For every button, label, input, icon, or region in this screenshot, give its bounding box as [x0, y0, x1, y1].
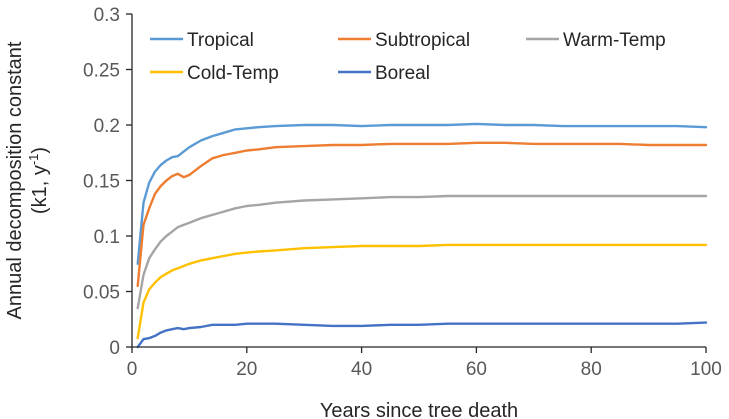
y-axis-title-line2: (k1, y-1) [26, 147, 51, 214]
y-axis-title-suffix: ) [29, 147, 51, 154]
y-tick-label-0-15: 0.15 [83, 172, 120, 193]
legend: Tropical Subtropical Warm-Temp Cold-Temp Bor… [150, 30, 666, 84]
series-line-tropical [136, 122, 708, 265]
legend-label-boreal: Boreal [375, 63, 430, 84]
series-line-subtropical [136, 141, 708, 288]
plot-series-group [136, 122, 708, 349]
y-tick-label-0-05: 0.05 [83, 283, 120, 304]
y-axis-title-superscript: -1 [26, 154, 41, 166]
x-tick-label-60: 60 [466, 359, 487, 380]
series-line-warm-temp [136, 194, 708, 310]
x-axis-title: Years since tree death [320, 400, 518, 419]
y-axis-title-prefix: (k1, y [29, 165, 51, 214]
x-tick-label-20: 20 [236, 359, 257, 380]
y-axis-title-line1: Annual decomposition constant [4, 41, 26, 319]
y-axis-title: Annual decomposition constant (k1, y-1) [4, 41, 51, 319]
x-tick-group: 0 20 40 60 80 100 [127, 347, 722, 380]
y-tick-group: 0 0.05 0.1 0.15 0.2 0.25 0.3 [83, 5, 132, 359]
x-tick-label-40: 40 [351, 359, 372, 380]
x-tick-label-80: 80 [581, 359, 602, 380]
legend-label-subtropical: Subtropical [375, 30, 470, 51]
y-tick-label-0-2: 0.2 [94, 116, 120, 137]
series-line-boreal [136, 321, 708, 349]
legend-label-tropical: Tropical [187, 30, 254, 51]
y-tick-label-0: 0 [109, 338, 120, 359]
x-tick-label-100: 100 [690, 359, 722, 380]
series-line-cold-temp [136, 243, 708, 340]
y-tick-label-0-25: 0.25 [83, 61, 120, 82]
y-tick-label-0-1: 0.1 [94, 227, 120, 248]
legend-label-cold-temp: Cold-Temp [187, 63, 279, 84]
legend-label-warm-temp: Warm-Temp [563, 30, 666, 51]
x-tick-label-0: 0 [127, 359, 138, 380]
y-tick-label-0-3: 0.3 [94, 5, 120, 26]
